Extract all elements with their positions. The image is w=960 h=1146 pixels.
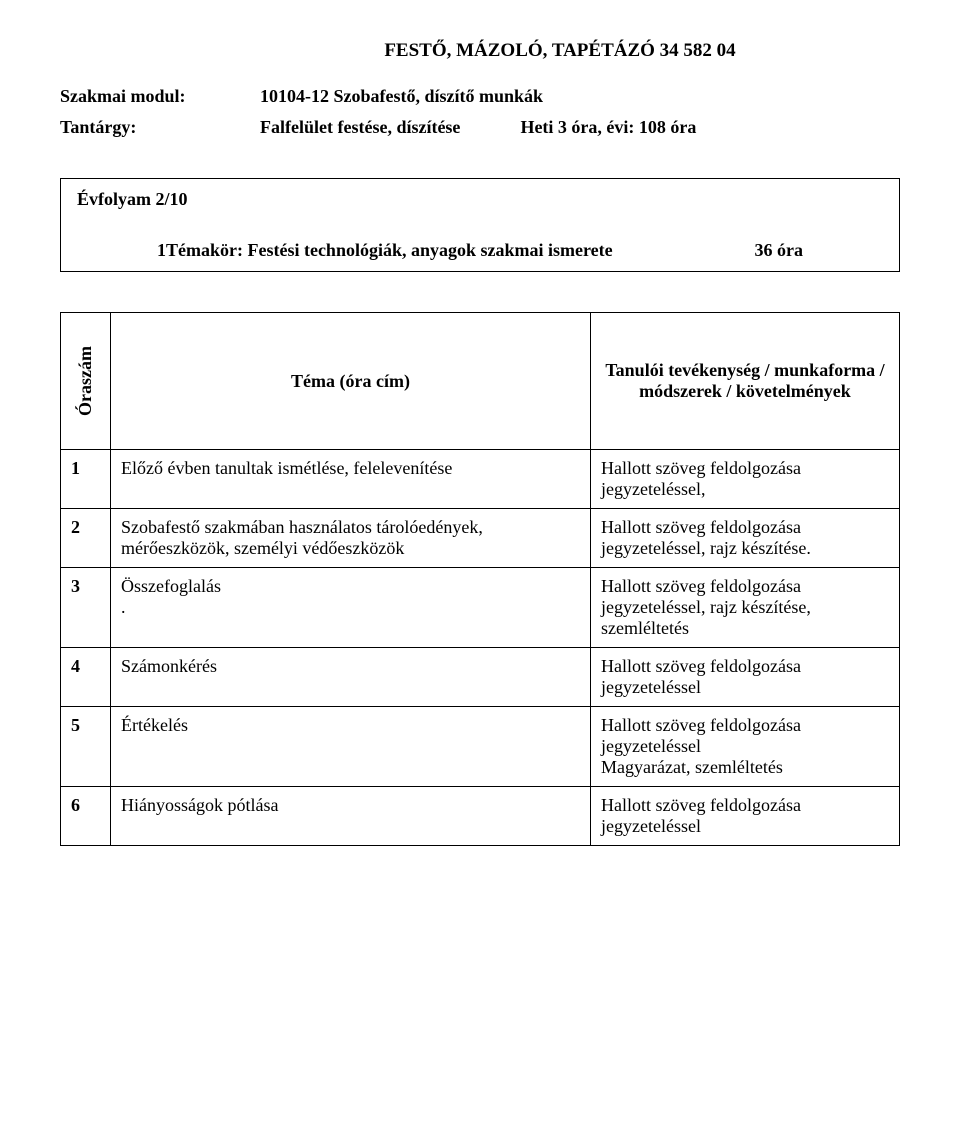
row-activity: Hallott szöveg feldolgozása jegyzeteléss… bbox=[591, 787, 900, 846]
table-row: 2 Szobafestő szakmában használatos tárol… bbox=[61, 509, 900, 568]
meta-subject-label: Tantárgy: bbox=[60, 117, 260, 138]
row-topic: Összefoglalás . bbox=[111, 568, 591, 648]
row-topic: Hiányosságok pótlása bbox=[111, 787, 591, 846]
box-topic-hours: 36 óra bbox=[755, 240, 884, 261]
box-topic-text: 1Témakör: Festési technológiák, anyagok … bbox=[157, 240, 613, 261]
header-oraszam: Óraszám bbox=[71, 321, 100, 441]
table-header-row: Óraszám Téma (óra cím) Tanulói tevékenys… bbox=[61, 313, 900, 450]
table-row: 6 Hiányosságok pótlása Hallott szöveg fe… bbox=[61, 787, 900, 846]
table-row: 4 Számonkérés Hallott szöveg feldolgozás… bbox=[61, 648, 900, 707]
row-activity: Hallott szöveg feldolgozása jegyzeteléss… bbox=[591, 509, 900, 568]
table-header-activity: Tanulói tevékenység / munkaforma / módsz… bbox=[591, 313, 900, 450]
row-number: 5 bbox=[61, 707, 111, 787]
table-row: 3 Összefoglalás . Hallott szöveg feldolg… bbox=[61, 568, 900, 648]
box-line-topic: 1Témakör: Festési technológiák, anyagok … bbox=[77, 240, 883, 261]
meta-subject-extra: Heti 3 óra, évi: 108 óra bbox=[520, 117, 696, 138]
row-topic: Számonkérés bbox=[111, 648, 591, 707]
page-title: FESTŐ, MÁZOLÓ, TAPÉTÁZÓ 34 582 04 bbox=[60, 40, 900, 62]
row-activity: Hallott szöveg feldolgozása jegyzeteléss… bbox=[591, 707, 900, 787]
curriculum-table: Óraszám Téma (óra cím) Tanulói tevékenys… bbox=[60, 312, 900, 846]
meta-row-subject: Tantárgy: Falfelület festése, díszítése … bbox=[60, 117, 900, 138]
meta-subject-value: Falfelület festése, díszítése bbox=[260, 117, 460, 138]
row-activity: Hallott szöveg feldolgozása jegyzeteléss… bbox=[591, 568, 900, 648]
meta-module-label: Szakmai modul: bbox=[60, 86, 260, 107]
row-number: 6 bbox=[61, 787, 111, 846]
row-number: 1 bbox=[61, 450, 111, 509]
table-header-number: Óraszám bbox=[61, 313, 111, 450]
info-box: Évfolyam 2/10 1Témakör: Festési technoló… bbox=[60, 178, 900, 272]
row-topic: Értékelés bbox=[111, 707, 591, 787]
row-number: 2 bbox=[61, 509, 111, 568]
row-topic: Előző évben tanultak ismétlése, feleleve… bbox=[111, 450, 591, 509]
table-row: 5 Értékelés Hallott szöveg feldolgozása … bbox=[61, 707, 900, 787]
box-line-year: Évfolyam 2/10 bbox=[77, 189, 883, 210]
meta-row-module: Szakmai modul: 10104-12 Szobafestő, dísz… bbox=[60, 86, 900, 107]
table-row: 1 Előző évben tanultak ismétlése, felele… bbox=[61, 450, 900, 509]
table-header-topic: Téma (óra cím) bbox=[111, 313, 591, 450]
row-number: 3 bbox=[61, 568, 111, 648]
row-activity: Hallott szöveg feldolgozása jegyzeteléss… bbox=[591, 648, 900, 707]
row-activity: Hallott szöveg feldolgozása jegyzeteléss… bbox=[591, 450, 900, 509]
row-topic: Szobafestő szakmában használatos tárolóe… bbox=[111, 509, 591, 568]
row-number: 4 bbox=[61, 648, 111, 707]
meta-module-value: 10104-12 Szobafestő, díszítő munkák bbox=[260, 86, 543, 107]
